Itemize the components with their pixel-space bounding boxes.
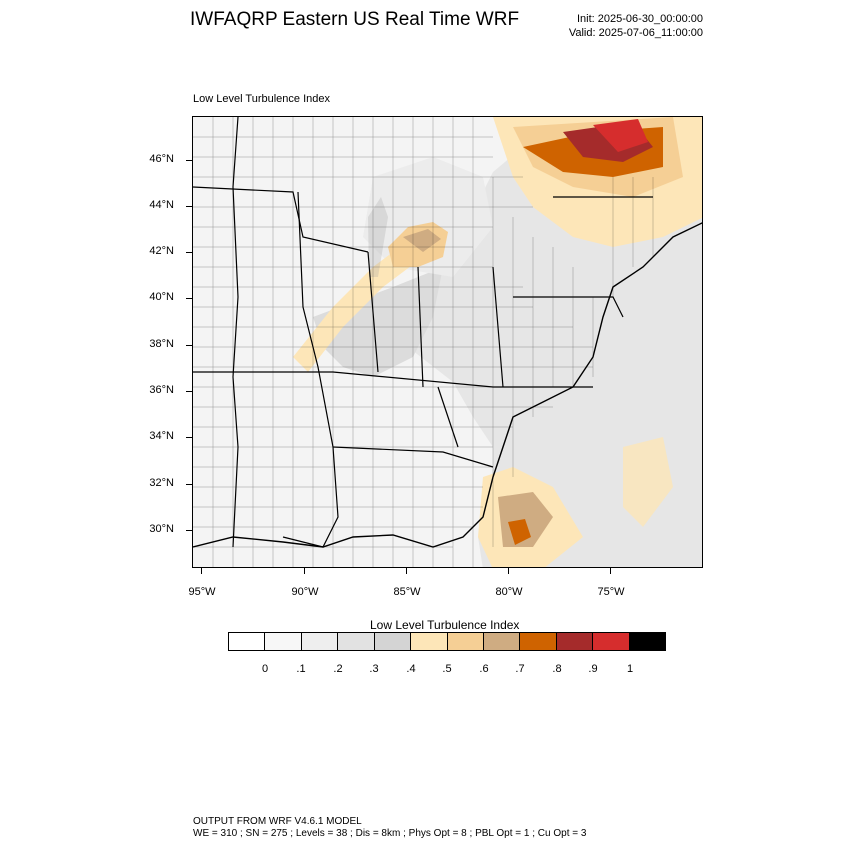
colorbar-label: .9 xyxy=(588,663,598,675)
lon-tick xyxy=(610,568,611,574)
colorbar-label: .8 xyxy=(552,663,562,675)
colorbar-label: .3 xyxy=(369,663,379,675)
colorbar-label: .1 xyxy=(296,663,306,675)
colorbar-box xyxy=(629,633,666,650)
lon-tick xyxy=(304,568,305,574)
colorbar-label: .6 xyxy=(479,663,489,675)
figure-title: IWFAQRP Eastern US Real Time WRF xyxy=(190,9,520,30)
colorbar-label: .2 xyxy=(333,663,343,675)
lat-tick xyxy=(186,298,192,299)
lon-label: 75°W xyxy=(597,586,625,598)
colorbar-label: 1 xyxy=(626,663,634,675)
lon-tick xyxy=(508,568,509,574)
colorbar-box xyxy=(301,633,339,650)
footer-params: WE = 310 ; SN = 275 ; Levels = 38 ; Dis … xyxy=(193,828,587,839)
lat-label: 36°N xyxy=(149,384,174,396)
colorbar-label: .4 xyxy=(406,663,416,675)
colorbar-box xyxy=(265,633,302,650)
lon-label: 95°W xyxy=(188,586,216,598)
lat-tick xyxy=(186,345,192,346)
valid-time: Valid: 2025-07-06_11:00:00 xyxy=(568,27,703,39)
lat-tick xyxy=(186,160,192,161)
lat-tick xyxy=(186,530,192,531)
lat-label: 40°N xyxy=(149,291,174,303)
lat-label: 38°N xyxy=(149,338,174,350)
lon-tick xyxy=(201,568,202,574)
lat-label: 30°N xyxy=(149,523,174,535)
panel-title: Low Level Turbulence Index xyxy=(193,93,330,105)
lon-label: 85°W xyxy=(393,586,421,598)
colorbar-box xyxy=(520,633,557,650)
turbulence-map xyxy=(192,116,703,568)
lat-tick xyxy=(186,391,192,392)
lat-label: 46°N xyxy=(149,153,174,165)
colorbar-box xyxy=(593,633,630,650)
lat-label: 44°N xyxy=(149,199,174,211)
colorbar-box xyxy=(338,633,375,650)
colorbar-box xyxy=(374,633,412,650)
lat-label: 42°N xyxy=(149,245,174,257)
colorbar-label: .5 xyxy=(442,663,452,675)
colorbar-box xyxy=(447,633,484,650)
lon-tick xyxy=(406,568,407,574)
colorbar-title: Low Level Turbulence Index xyxy=(370,618,520,632)
lat-label: 32°N xyxy=(149,477,174,489)
lat-tick xyxy=(186,252,192,253)
colorbar-label: 0 xyxy=(261,663,269,675)
colorbar-label: .7 xyxy=(515,663,525,675)
lat-tick xyxy=(186,206,192,207)
lat-tick xyxy=(186,484,192,485)
colorbar-box xyxy=(483,633,521,650)
lon-label: 80°W xyxy=(495,586,523,598)
colorbar-box xyxy=(411,633,448,650)
lon-label: 90°W xyxy=(291,586,319,598)
footer-model: OUTPUT FROM WRF V4.6.1 MODEL xyxy=(193,816,362,827)
lat-tick xyxy=(186,437,192,438)
colorbar-box xyxy=(229,633,266,650)
colorbar xyxy=(228,632,666,651)
colorbar-box xyxy=(556,633,594,650)
lat-label: 34°N xyxy=(149,430,174,442)
init-time: Init: 2025-06-30_00:00:00 xyxy=(577,13,703,25)
